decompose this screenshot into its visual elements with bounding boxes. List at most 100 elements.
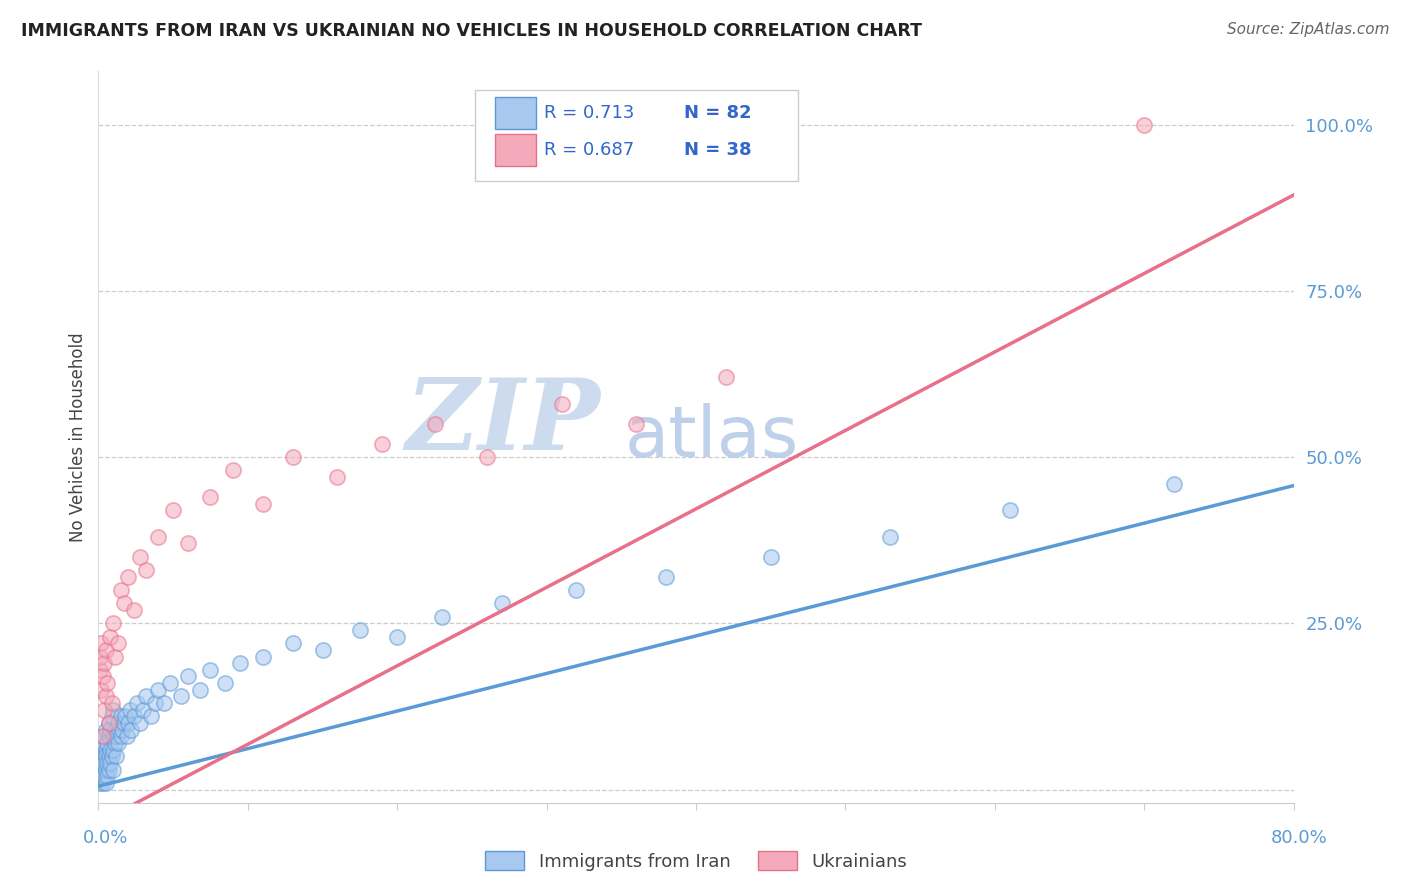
Point (91, 756, 114, 770)
Point (148, 682, 170, 697)
Point (94, 723, 117, 737)
Point (311, 643, 333, 657)
Point (91, 776, 114, 790)
Text: 0.0%: 0.0% (83, 829, 128, 847)
Point (98, 742, 122, 756)
Point (475, 450, 498, 464)
Text: IMMIGRANTS FROM IRAN VS UKRAINIAN NO VEHICLES IN HOUSEHOLD CORRELATION CHART: IMMIGRANTS FROM IRAN VS UKRAINIAN NO VEH… (21, 22, 922, 40)
Point (114, 709, 136, 723)
Text: atlas: atlas (624, 402, 799, 472)
Point (326, 470, 349, 484)
Point (129, 716, 152, 731)
Point (91, 769, 114, 783)
Point (104, 649, 127, 664)
Point (159, 676, 181, 690)
Point (177, 669, 200, 683)
Point (385, 630, 409, 644)
Point (104, 723, 127, 737)
Point (93, 703, 115, 717)
Point (97, 749, 120, 764)
Point (104, 736, 127, 750)
Point (281, 450, 304, 464)
Text: R = 0.687: R = 0.687 (544, 141, 634, 159)
Point (91, 736, 114, 750)
Point (107, 736, 129, 750)
Point (94, 749, 117, 764)
Text: ZIP: ZIP (405, 375, 600, 471)
Point (188, 682, 211, 697)
Point (430, 609, 453, 624)
Point (101, 749, 124, 764)
Point (105, 729, 128, 743)
Point (101, 696, 124, 710)
Point (129, 549, 152, 564)
Point (94, 763, 117, 777)
Point (89, 776, 111, 790)
Point (98, 723, 122, 737)
Point (97, 716, 120, 731)
Text: 80.0%: 80.0% (1271, 829, 1327, 847)
Point (94, 643, 117, 657)
Point (97, 763, 120, 777)
Point (624, 417, 647, 431)
Point (371, 436, 394, 450)
Point (103, 763, 125, 777)
Point (143, 696, 166, 710)
Point (655, 570, 678, 584)
Point (96, 676, 118, 690)
Point (200, 490, 222, 504)
Point (90, 636, 112, 650)
Point (281, 636, 304, 650)
Point (222, 463, 245, 477)
Point (89, 663, 111, 677)
Point (714, 370, 737, 384)
Point (132, 703, 155, 717)
Point (117, 716, 139, 731)
Point (89, 649, 111, 664)
Point (93, 729, 115, 743)
Point (135, 563, 157, 577)
Point (94, 690, 117, 704)
Point (550, 397, 572, 411)
Point (879, 530, 901, 544)
Point (96, 736, 118, 750)
Point (89, 756, 111, 770)
Point (97, 729, 120, 743)
Point (120, 723, 142, 737)
Point (214, 676, 236, 690)
Point (1133, 118, 1156, 132)
FancyBboxPatch shape (495, 134, 536, 166)
Y-axis label: No Vehicles in Household: No Vehicles in Household (69, 332, 87, 542)
Point (91, 729, 114, 743)
Point (103, 742, 125, 756)
Point (153, 696, 176, 710)
Point (1163, 476, 1185, 491)
Point (101, 709, 124, 723)
Point (112, 716, 135, 731)
Text: N = 38: N = 38 (685, 141, 752, 159)
Point (90, 749, 112, 764)
Point (112, 596, 135, 610)
Point (111, 723, 134, 737)
Point (108, 723, 131, 737)
FancyBboxPatch shape (495, 97, 536, 129)
Point (97, 716, 120, 731)
Point (759, 549, 782, 564)
Point (491, 596, 513, 610)
Point (98, 630, 122, 644)
Point (103, 703, 125, 717)
Point (229, 656, 252, 670)
Point (96, 769, 118, 783)
Point (90, 742, 112, 756)
FancyBboxPatch shape (475, 90, 797, 181)
Point (423, 417, 446, 431)
Point (89, 769, 111, 783)
Point (124, 603, 146, 617)
Text: Source: ZipAtlas.com: Source: ZipAtlas.com (1226, 22, 1389, 37)
Point (118, 703, 141, 717)
Text: N = 82: N = 82 (685, 104, 752, 122)
Point (90, 682, 112, 697)
Text: R = 0.713: R = 0.713 (544, 104, 634, 122)
Point (93, 749, 115, 764)
Point (91, 763, 114, 777)
